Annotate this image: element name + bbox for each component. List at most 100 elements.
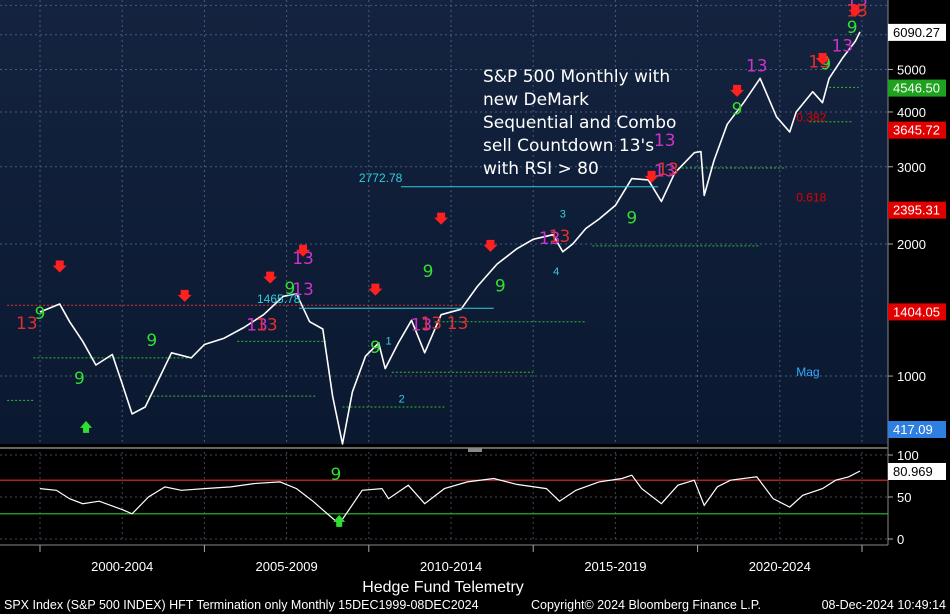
demark-count: 9 — [74, 369, 85, 389]
demark-count: 13 — [539, 229, 561, 249]
support-lines — [7, 86, 859, 408]
sell-arrow-icon — [263, 271, 278, 284]
demark-count: 13 — [654, 162, 676, 182]
panel-divider-handle[interactable] — [468, 448, 482, 452]
demark-count: 13 — [447, 314, 469, 334]
price-label: 6090.27 — [893, 25, 940, 40]
x-period-label: 2005-2009 — [256, 559, 318, 574]
demark-count: 13 — [654, 131, 676, 151]
price-y-axis: 1000 2000 3000 4000 5000 6090.27 4546.50 3645.7… — [888, 23, 946, 438]
rsi-label-box — [888, 462, 946, 480]
demark-count: 13 — [657, 160, 679, 180]
rsi-label: 80.969 — [893, 464, 933, 479]
x-axis: 2000-2004 2005-2009 2010-2014 2015-2019 2020… — [39, 545, 863, 574]
title-line: new DeMark — [483, 90, 589, 110]
demark-count: 13 — [420, 314, 442, 334]
x-period-label: 2020-2024 — [749, 559, 811, 574]
demark-count: 13 — [292, 249, 314, 269]
demark-count: 9 — [732, 99, 743, 119]
annotation-label: 0.618 — [796, 191, 826, 205]
price-panel — [0, 0, 888, 444]
buy-arrow-icon — [80, 420, 93, 433]
sell-arrow-icon — [434, 212, 449, 225]
y-tick-label: 4000 — [897, 105, 926, 120]
annotation-label: Mag — [796, 365, 819, 379]
demark-count: 9 — [370, 338, 381, 358]
footer-copyright: Copyright© 2024 Bloomberg Finance L.P. — [531, 598, 761, 612]
demark-count: 13 — [549, 227, 571, 247]
price-series — [39, 31, 861, 445]
demark-count: 13 — [256, 316, 278, 336]
sell-arrow-icon — [368, 283, 383, 296]
annotation-label: 1465.78 — [257, 292, 301, 306]
setup-digit: 1 — [385, 336, 391, 348]
center-title: Hedge Fund Telemetry — [362, 579, 524, 596]
x-period-label: 2000-2004 — [91, 559, 153, 574]
demark-count: 9 — [284, 279, 295, 299]
rsi-tick-label: 50 — [897, 490, 911, 505]
demark-count: 9 — [820, 54, 831, 74]
chart-title: S&P 500 Monthly with new DeMark Sequential… — [483, 67, 676, 179]
rsi-panel — [0, 452, 888, 542]
price-label-box — [888, 23, 946, 41]
annotations: 2772.78 1465.78 0.382 0.618 Mag — [257, 111, 827, 379]
rsi-series — [39, 470, 861, 525]
setup-digit: 4 — [553, 266, 559, 278]
demark-count: 13 — [746, 56, 768, 76]
setup-digit: 3 — [560, 208, 566, 220]
demark-count: 13 — [246, 316, 268, 336]
rsi-tick-label: 100 — [897, 448, 919, 463]
demark-count: 13 — [16, 314, 38, 334]
x-period-label: 2015-2019 — [584, 559, 646, 574]
setup-digit: 2 — [399, 394, 405, 406]
footer-left: SPX Index (S&P 500 INDEX) HFT Terminatio… — [4, 598, 479, 612]
y-tick-label: 2000 — [897, 237, 926, 252]
y-tick-label: 3000 — [897, 160, 926, 175]
price-label-box — [888, 421, 946, 438]
price-label-box — [888, 121, 946, 139]
sell-arrow-icon — [730, 84, 745, 97]
sell-arrow-icon — [848, 4, 863, 17]
demark-count: 9 — [146, 331, 157, 351]
price-label: 417.09 — [893, 422, 933, 437]
y-tick-label: 5000 — [897, 62, 926, 77]
sell-arrow-icon — [177, 289, 192, 302]
title-line: S&P 500 Monthly with — [483, 67, 670, 87]
sell-arrow-icon — [815, 52, 830, 65]
sell-arrow-icon — [52, 260, 67, 273]
buy-arrow-icon — [333, 514, 346, 527]
price-label: 3645.72 — [893, 123, 940, 138]
rsi-grid — [0, 454, 888, 540]
x-period-label: 2010-2014 — [420, 559, 482, 574]
demark-count: 13 — [292, 280, 314, 300]
price-label: 1404.05 — [893, 304, 940, 319]
footer-timestamp: 08-Dec-2024 10:49:14 — [822, 598, 946, 612]
sell-arrow-icon — [644, 170, 659, 183]
title-line: with RSI > 80 — [483, 159, 599, 179]
rsi-tick-label: 0 — [897, 532, 904, 547]
demark-count: 9 — [495, 276, 506, 296]
price-line — [39, 31, 861, 445]
demark-count: 9 — [423, 262, 434, 282]
demark-count: 9 — [626, 208, 637, 228]
price-label: 2395.31 — [893, 203, 940, 218]
rsi-line — [39, 470, 861, 525]
price-label-box — [888, 79, 946, 97]
price-label-box — [888, 201, 946, 219]
annotation-label: 0.382 — [796, 111, 826, 125]
demark-count: 13 — [411, 316, 433, 336]
title-line: sell Countdown 13's — [483, 136, 654, 156]
demark-count: 13 — [831, 36, 853, 56]
y-tick-label: 1000 — [897, 369, 926, 384]
demark-count: 9 — [35, 304, 46, 324]
annotation-label: 2772.78 — [359, 171, 403, 185]
demark-count: 9 — [847, 18, 858, 38]
sell-arrow-icon — [296, 244, 311, 257]
demark-count: 9 — [331, 465, 342, 485]
price-label: 4546.50 — [893, 81, 940, 96]
price-label-box — [888, 303, 946, 321]
